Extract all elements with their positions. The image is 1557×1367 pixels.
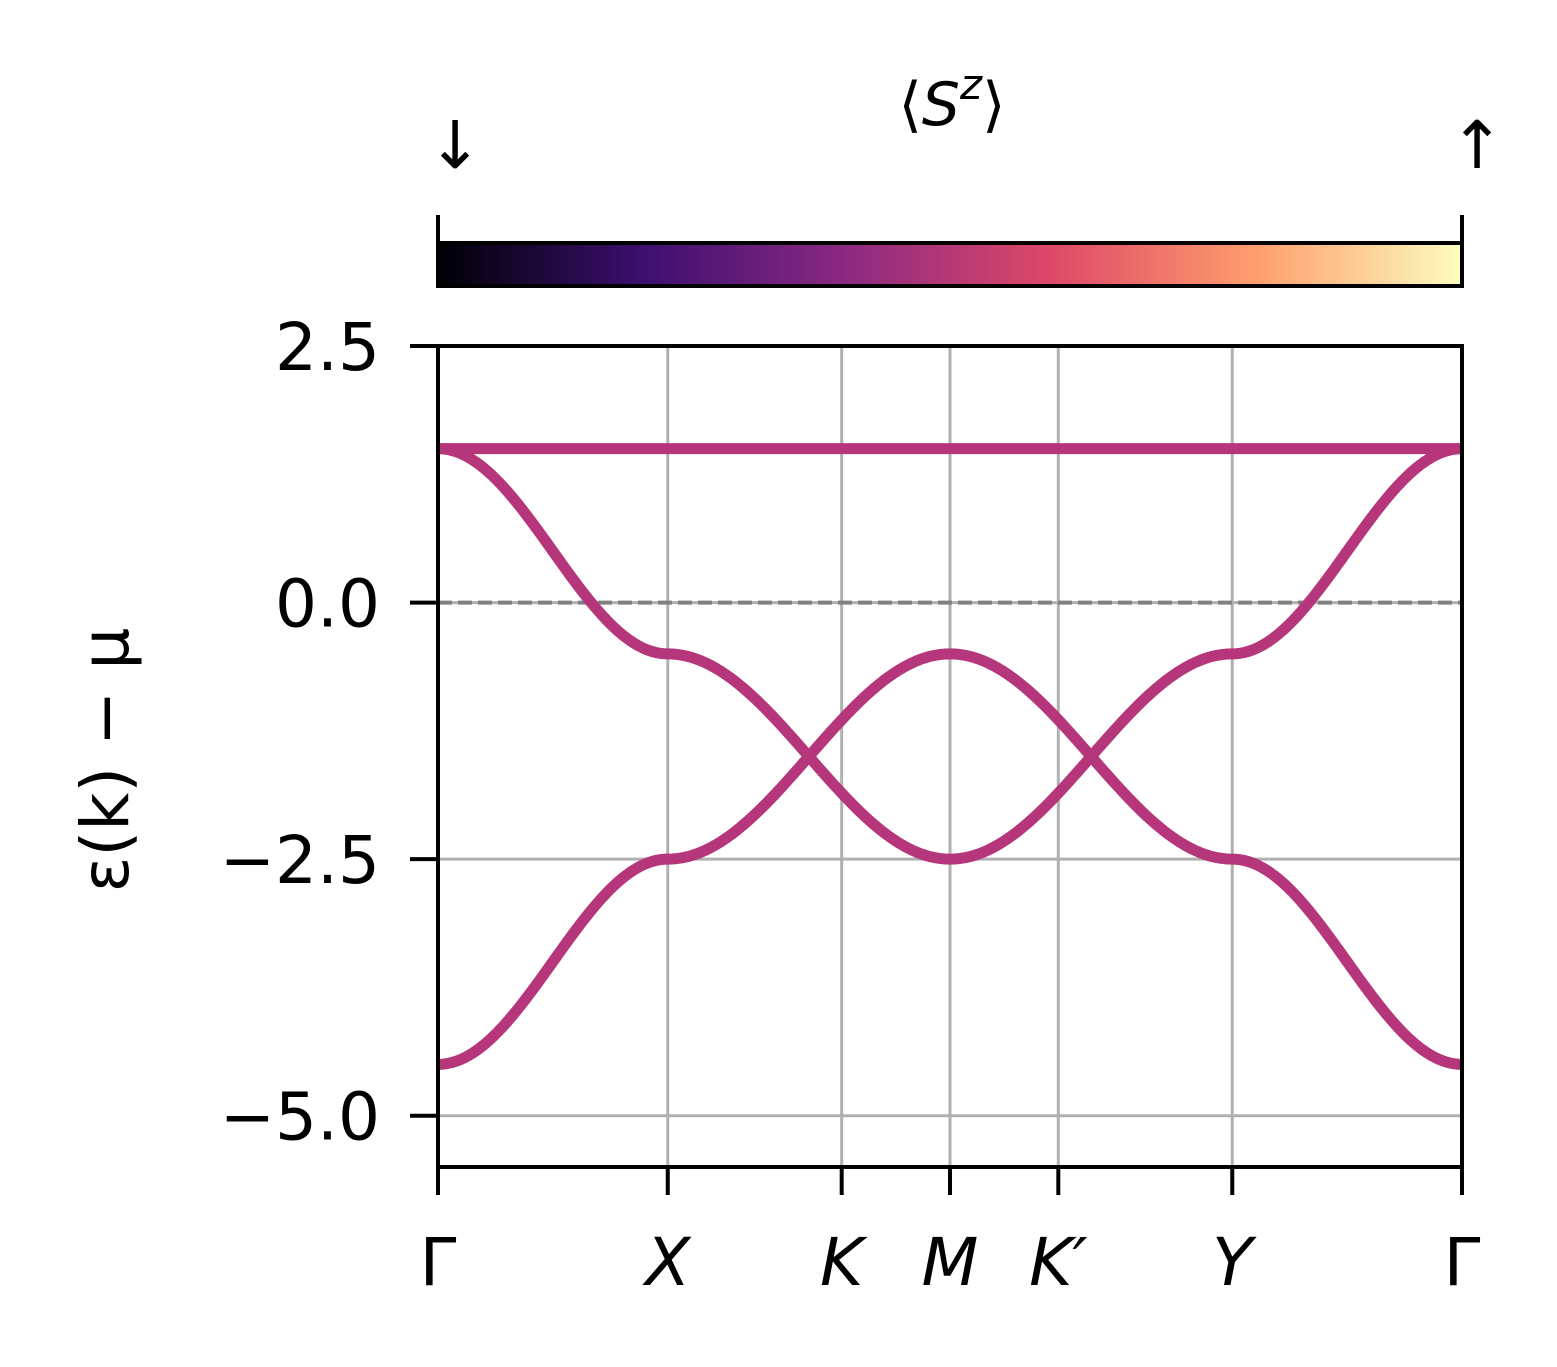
k-point-label: Γ xyxy=(1444,1224,1481,1301)
colorbar-gradient xyxy=(436,241,1464,288)
y-axis: 2.5 0.0 −2.5 −5.0 xyxy=(220,309,438,1156)
colorbar-high-label: ↑ xyxy=(1449,107,1504,184)
y-tick-label: −5.0 xyxy=(220,1079,380,1156)
k-point-label: Γ xyxy=(420,1224,457,1301)
x-axis: Γ X K M K′ Y Γ xyxy=(420,1167,1481,1301)
k-point-label: X xyxy=(642,1224,692,1301)
k-point-label: K xyxy=(820,1224,868,1301)
k-point-label: Y xyxy=(1212,1224,1257,1301)
band-line-3 xyxy=(436,648,1464,1070)
y-tick-label: −2.5 xyxy=(220,822,380,899)
y-tick-label: 2.5 xyxy=(275,309,380,386)
colorbar-title: ⟨Sz⟩ xyxy=(899,60,1006,140)
y-tick-label: 0.0 xyxy=(275,566,380,643)
k-point-label: K′ xyxy=(1029,1224,1087,1301)
y-axis-label: ε(k) − μ xyxy=(67,628,144,893)
grid xyxy=(438,344,1462,1167)
k-point-label: M xyxy=(922,1224,979,1301)
bands xyxy=(436,443,1464,1070)
band-line-2 xyxy=(436,443,1464,865)
colorbar: ↓ ↑ ⟨Sz⟩ xyxy=(427,60,1505,288)
colorbar-low-label: ↓ xyxy=(427,107,482,184)
